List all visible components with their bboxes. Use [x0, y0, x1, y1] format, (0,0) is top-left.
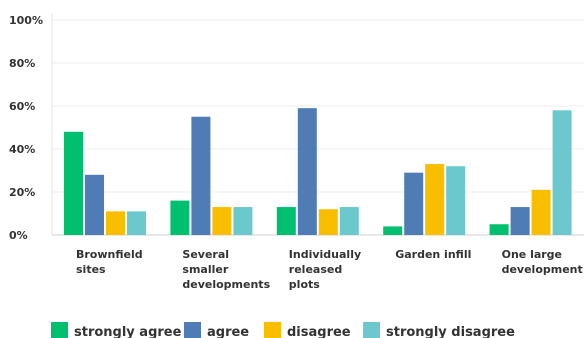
bar — [85, 174, 104, 235]
category-label-line: developments — [182, 278, 270, 291]
bar — [489, 224, 509, 235]
legend-swatch — [184, 322, 201, 338]
category-label: Several smaller developments — [182, 248, 270, 291]
category-label-line: Brownfield — [76, 248, 143, 261]
category-label-line: plots — [289, 278, 320, 291]
bar — [404, 172, 424, 235]
bar — [276, 207, 296, 235]
y-tick-label: 0% — [9, 229, 28, 242]
category-label: Individually released plots — [289, 248, 361, 291]
bar — [318, 209, 338, 235]
bar — [127, 211, 146, 235]
legend-label: strongly disagree — [386, 325, 515, 338]
y-axis-ticks: 0% 20% 40% 60% 80% 100% — [9, 14, 43, 242]
legend-swatch — [51, 322, 68, 338]
bar — [191, 116, 211, 235]
category-label-line: Several — [182, 248, 229, 261]
y-tick-label: 80% — [9, 57, 35, 70]
bar — [233, 207, 253, 235]
bar — [425, 164, 445, 235]
category-label-line: One large — [502, 248, 562, 261]
legend-label: strongly agree — [74, 325, 182, 338]
category-label-line: Individually — [289, 248, 361, 261]
y-tick-label: 60% — [9, 100, 35, 113]
category-label-line: smaller — [182, 263, 228, 276]
bar — [552, 110, 572, 235]
legend-swatch — [363, 322, 380, 338]
legend-label: agree — [207, 325, 249, 338]
bar — [531, 189, 551, 235]
y-tick-label: 100% — [9, 14, 43, 27]
legend-swatch — [264, 322, 281, 338]
category-label: One large development — [502, 248, 583, 276]
bar — [339, 207, 359, 235]
legend: strongly agree agree disagree strongly disa… — [51, 322, 515, 338]
bar — [383, 226, 403, 235]
bar — [64, 131, 83, 235]
bar — [106, 211, 125, 235]
category-label-line: Garden infill — [395, 248, 471, 261]
category-label-line: sites — [76, 263, 106, 276]
gridlines — [51, 14, 584, 236]
bar — [212, 207, 232, 235]
category-label-line: released — [289, 263, 342, 276]
category-label: Brownfield sites — [76, 248, 143, 276]
bar — [446, 166, 466, 235]
legend-label: disagree — [287, 325, 351, 338]
category-labels: Brownfield sites Several smaller development… — [76, 248, 583, 291]
bar — [297, 108, 317, 235]
category-label: Garden infill — [395, 248, 471, 261]
category-label-line: development — [502, 263, 583, 276]
y-tick-label: 20% — [9, 186, 35, 199]
y-tick-label: 40% — [9, 143, 35, 156]
bar — [510, 207, 530, 235]
bars — [64, 108, 572, 235]
bar — [170, 200, 190, 235]
